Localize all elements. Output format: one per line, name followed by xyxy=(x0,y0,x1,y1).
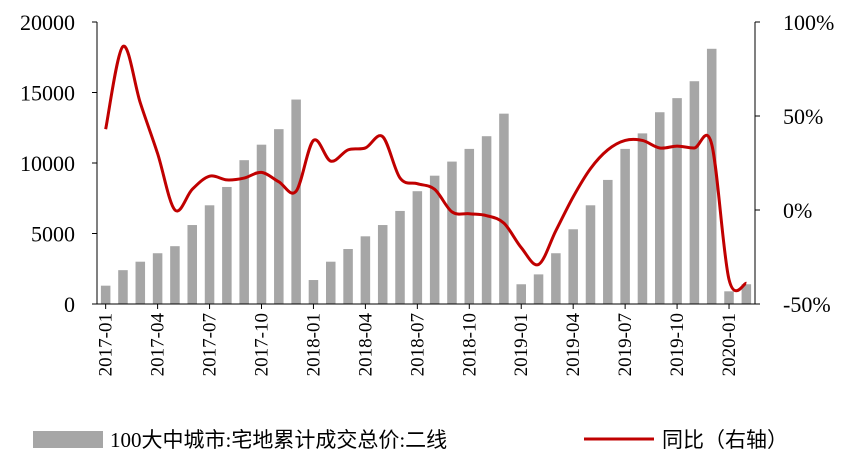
bar xyxy=(274,129,284,304)
bar xyxy=(706,48,717,304)
x-tick-label: 2020-01 xyxy=(719,313,740,376)
bar xyxy=(326,261,336,304)
line-series xyxy=(104,44,747,293)
bar xyxy=(395,210,405,304)
x-tick-label: 2017-07 xyxy=(200,313,221,376)
bar xyxy=(429,175,440,304)
y-axis-left-ticks: 0 5000 10000 15000 20000 xyxy=(20,10,97,317)
bar xyxy=(499,113,509,305)
y-left-tick-label: 5000 xyxy=(31,222,75,247)
bar xyxy=(170,246,180,304)
bar xyxy=(118,270,128,304)
bar xyxy=(620,148,630,304)
legend-swatch-bar xyxy=(33,431,103,448)
bar xyxy=(672,98,682,304)
x-tick-label: 2017-04 xyxy=(148,313,169,377)
bar-series xyxy=(100,48,752,305)
bar xyxy=(291,99,301,304)
x-tick-label: 2019-07 xyxy=(615,313,636,376)
y-right-tick-label: 50% xyxy=(783,104,823,129)
bar xyxy=(568,229,578,304)
bar xyxy=(689,81,700,304)
bar xyxy=(204,205,215,304)
bar xyxy=(741,284,752,304)
bar xyxy=(551,253,561,304)
bar xyxy=(464,148,475,304)
x-tick-label: 2018-04 xyxy=(355,313,376,377)
legend-label-line: 同比（右轴） xyxy=(662,428,788,452)
x-tick-label: 2018-01 xyxy=(303,313,324,376)
y-right-tick-label: 100% xyxy=(783,10,834,35)
y-left-tick-label: 0 xyxy=(64,292,75,317)
bar xyxy=(100,285,111,304)
bar xyxy=(187,225,197,304)
bar xyxy=(377,225,388,304)
y-left-tick-label: 15000 xyxy=(20,81,75,106)
y-left-tick-label: 10000 xyxy=(20,151,75,176)
bar xyxy=(308,280,319,304)
bar xyxy=(256,144,267,304)
bar xyxy=(152,253,163,304)
x-tick-label: 2018-10 xyxy=(459,313,480,376)
bar xyxy=(481,136,492,304)
legend: 100大中城市:宅地累计成交总价:二线 同比（右轴） xyxy=(33,428,788,452)
x-tick-label: 2018-07 xyxy=(407,313,428,376)
bar xyxy=(343,249,353,304)
x-tick-label: 2019-01 xyxy=(511,313,532,376)
x-tick-label: 2017-10 xyxy=(252,313,273,376)
bar xyxy=(360,236,371,304)
bar xyxy=(239,160,249,304)
x-tick-label: 2019-10 xyxy=(667,313,688,376)
y-left-tick-label: 20000 xyxy=(20,10,75,35)
bar xyxy=(637,133,648,304)
bar xyxy=(585,205,596,304)
y-right-tick-label: 0% xyxy=(783,198,812,223)
bar xyxy=(447,161,457,304)
bar xyxy=(724,291,734,304)
bar xyxy=(533,274,544,304)
x-axis-ticks: 2017-01 2017-04 2017-07 2017-10 2018-01 2018-… xyxy=(96,304,740,376)
bar xyxy=(412,191,423,304)
y-right-tick-label: -50% xyxy=(783,292,831,317)
bar xyxy=(603,179,613,304)
x-tick-label: 2019-04 xyxy=(563,313,584,377)
bar xyxy=(655,112,665,305)
x-tick-label: 2017-01 xyxy=(96,313,117,376)
bar xyxy=(135,261,146,304)
yoy-line xyxy=(104,44,747,293)
y-axis-right-ticks: -50% 0% 50% 100% xyxy=(755,10,834,317)
bar xyxy=(516,284,526,304)
legend-label-bar: 100大中城市:宅地累计成交总价:二线 xyxy=(110,428,447,452)
bar xyxy=(222,186,232,304)
